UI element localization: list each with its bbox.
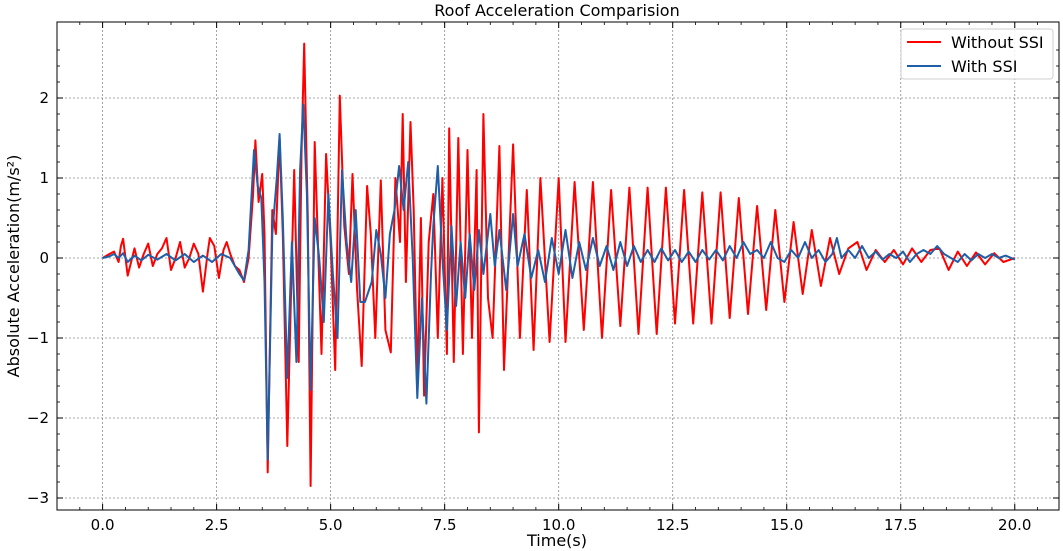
x-tick-label: 17.5 [884, 516, 917, 534]
x-tick-label: 2.5 [205, 516, 229, 534]
x-tick-label: 5.0 [319, 516, 343, 534]
x-tick-label: 12.5 [656, 516, 689, 534]
x-tick-label: 7.5 [433, 516, 457, 534]
legend-label-with-ssi: With SSI [951, 57, 1017, 76]
y-tick-label: −2 [27, 409, 49, 427]
legend-label-without-ssi: Without SSI [951, 33, 1044, 52]
chart-title: Roof Acceleration Comparision [434, 1, 679, 20]
y-tick-label: 0 [39, 249, 49, 267]
y-tick-label: 1 [39, 169, 49, 187]
y-tick-label: −3 [27, 489, 49, 507]
x-tick-label: 0.0 [91, 516, 115, 534]
plot-frame [56, 21, 1060, 511]
x-tick-labels: 0.0 2.5 5.0 7.5 10.0 12.5 15.0 17.5 20.0 [91, 516, 1032, 534]
legend: Without SSI With SSI [900, 28, 1054, 80]
x-tick-label: 10.0 [542, 516, 575, 534]
x-tick-label: 20.0 [998, 516, 1031, 534]
y-tick-label: −1 [27, 329, 49, 347]
y-tick-labels: −3 −2 −1 0 1 2 [27, 89, 49, 507]
series-layer [102, 42, 1016, 487]
x-tick-label: 15.0 [770, 516, 803, 534]
y-tick-label: 2 [39, 89, 49, 107]
series-line-without-ssi [102, 42, 1016, 487]
y-axis-label: Absolute Acceleration(m/s²) [4, 155, 23, 378]
plot-area [56, 21, 1060, 511]
series-line-with-ssi [102, 103, 1016, 461]
x-axis-label: Time(s) [526, 531, 587, 550]
